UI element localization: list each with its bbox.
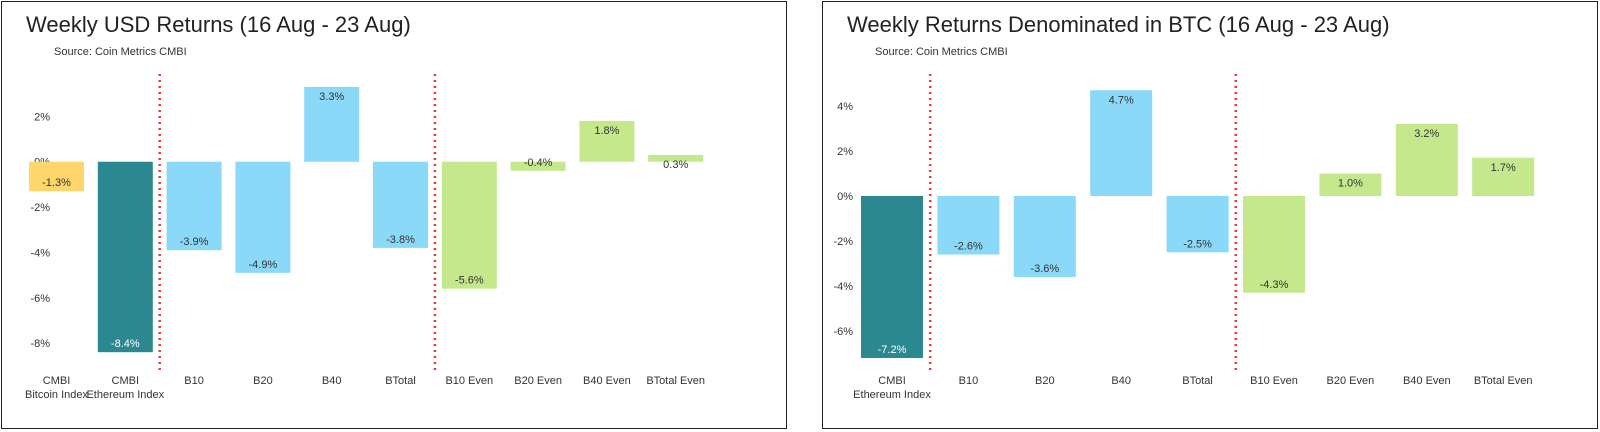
- data-label: -2.6%: [954, 241, 983, 253]
- x-tick-label: B20 Even: [514, 375, 562, 387]
- bar: [1395, 124, 1458, 196]
- x-tick-label: B20: [253, 375, 273, 387]
- y-tick-label: 4%: [837, 101, 853, 113]
- data-label: 1.7%: [1491, 162, 1516, 174]
- bar: [648, 154, 704, 162]
- bar: [29, 161, 84, 192]
- bar: [304, 86, 360, 162]
- y-tick-label: -2%: [30, 202, 50, 214]
- bar: [510, 161, 566, 171]
- btc-returns-chart: 4% 2% 0% -2% -4% -6% -7.2% CMBI Ethereum Index -2…: [833, 74, 1535, 401]
- usd-returns-panel: Weekly USD Returns (16 Aug - 23 Aug) Sou…: [1, 1, 787, 429]
- bar: [937, 196, 1000, 255]
- x-tick-label: Ethereum Index: [86, 389, 164, 401]
- x-tick-label: CMBI: [878, 375, 906, 387]
- x-tick-label: Ethereum Index: [853, 389, 931, 401]
- bar: [1013, 196, 1076, 277]
- data-label: 1.8%: [594, 125, 619, 137]
- bar: [1166, 196, 1229, 253]
- x-tick-label: CMBI: [43, 375, 71, 387]
- y-tick-label: 0%: [837, 191, 853, 203]
- y-tick-label: -6%: [30, 293, 50, 305]
- data-label: -2.5%: [1183, 238, 1212, 250]
- btc-returns-panel: Weekly Returns Denominated in BTC (16 Au…: [822, 1, 1598, 429]
- x-tick-label: BTotal Even: [646, 375, 705, 387]
- data-label: 4.7%: [1109, 94, 1134, 106]
- bar: [373, 161, 428, 248]
- x-tick-label: BTotal: [385, 375, 416, 387]
- x-tick-label: Bitcoin Index: [25, 389, 88, 401]
- chart-source: Source: Coin Metrics CMBI: [875, 46, 1008, 58]
- x-tick-label: B20 Even: [1327, 375, 1375, 387]
- data-label: -8.4%: [111, 338, 140, 350]
- x-tick-label: B20: [1035, 375, 1055, 387]
- chart-title: Weekly Returns Denominated in BTC (16 Au…: [847, 12, 1390, 37]
- chart-source: Source: Coin Metrics CMBI: [54, 46, 187, 58]
- data-label: -3.6%: [1030, 263, 1059, 275]
- y-tick-label: 2%: [34, 111, 50, 123]
- data-label: -1.3%: [42, 177, 71, 189]
- data-label: 0.3%: [663, 159, 688, 171]
- y-tick-label: -2%: [833, 236, 853, 248]
- x-tick-label: B10 Even: [445, 375, 493, 387]
- data-label: 3.3%: [319, 91, 344, 103]
- data-label: -0.4%: [524, 157, 553, 169]
- chart-title: Weekly USD Returns (16 Aug - 23 Aug): [26, 12, 411, 37]
- bar: [1319, 173, 1382, 196]
- bar: [579, 120, 635, 162]
- x-tick-label: B40 Even: [583, 375, 631, 387]
- y-tick-label: -4%: [833, 281, 853, 293]
- data-label: -5.6%: [455, 275, 484, 287]
- bar: [1472, 157, 1535, 196]
- data-label: -3.8%: [386, 234, 415, 246]
- x-tick-label: BTotal Even: [1474, 375, 1533, 387]
- y-tick-label: -4%: [30, 247, 50, 259]
- bar: [166, 161, 222, 251]
- y-tick-label: 2%: [837, 146, 853, 158]
- bar: [235, 161, 291, 273]
- bar: [861, 196, 923, 358]
- data-label: -4.9%: [249, 259, 278, 271]
- bar: [1243, 196, 1305, 293]
- bar: [97, 161, 153, 353]
- x-tick-label: B40: [1111, 375, 1131, 387]
- bar: [441, 161, 497, 289]
- y-tick-label: -6%: [833, 326, 853, 338]
- x-tick-label: B10: [184, 375, 204, 387]
- x-tick-label: B10 Even: [1250, 375, 1298, 387]
- bar: [1090, 90, 1153, 196]
- x-tick-label: BTotal: [1182, 375, 1213, 387]
- x-tick-label: B40 Even: [1403, 375, 1451, 387]
- x-tick-label: CMBI: [112, 375, 140, 387]
- data-label: 3.2%: [1414, 128, 1439, 140]
- x-tick-label: B40: [322, 375, 342, 387]
- data-label: -4.3%: [1260, 279, 1289, 291]
- data-label: -3.9%: [180, 236, 209, 248]
- data-label: -7.2%: [878, 344, 907, 356]
- data-label: 1.0%: [1338, 178, 1363, 190]
- x-tick-label: B10: [959, 375, 979, 387]
- y-tick-label: -8%: [30, 338, 50, 350]
